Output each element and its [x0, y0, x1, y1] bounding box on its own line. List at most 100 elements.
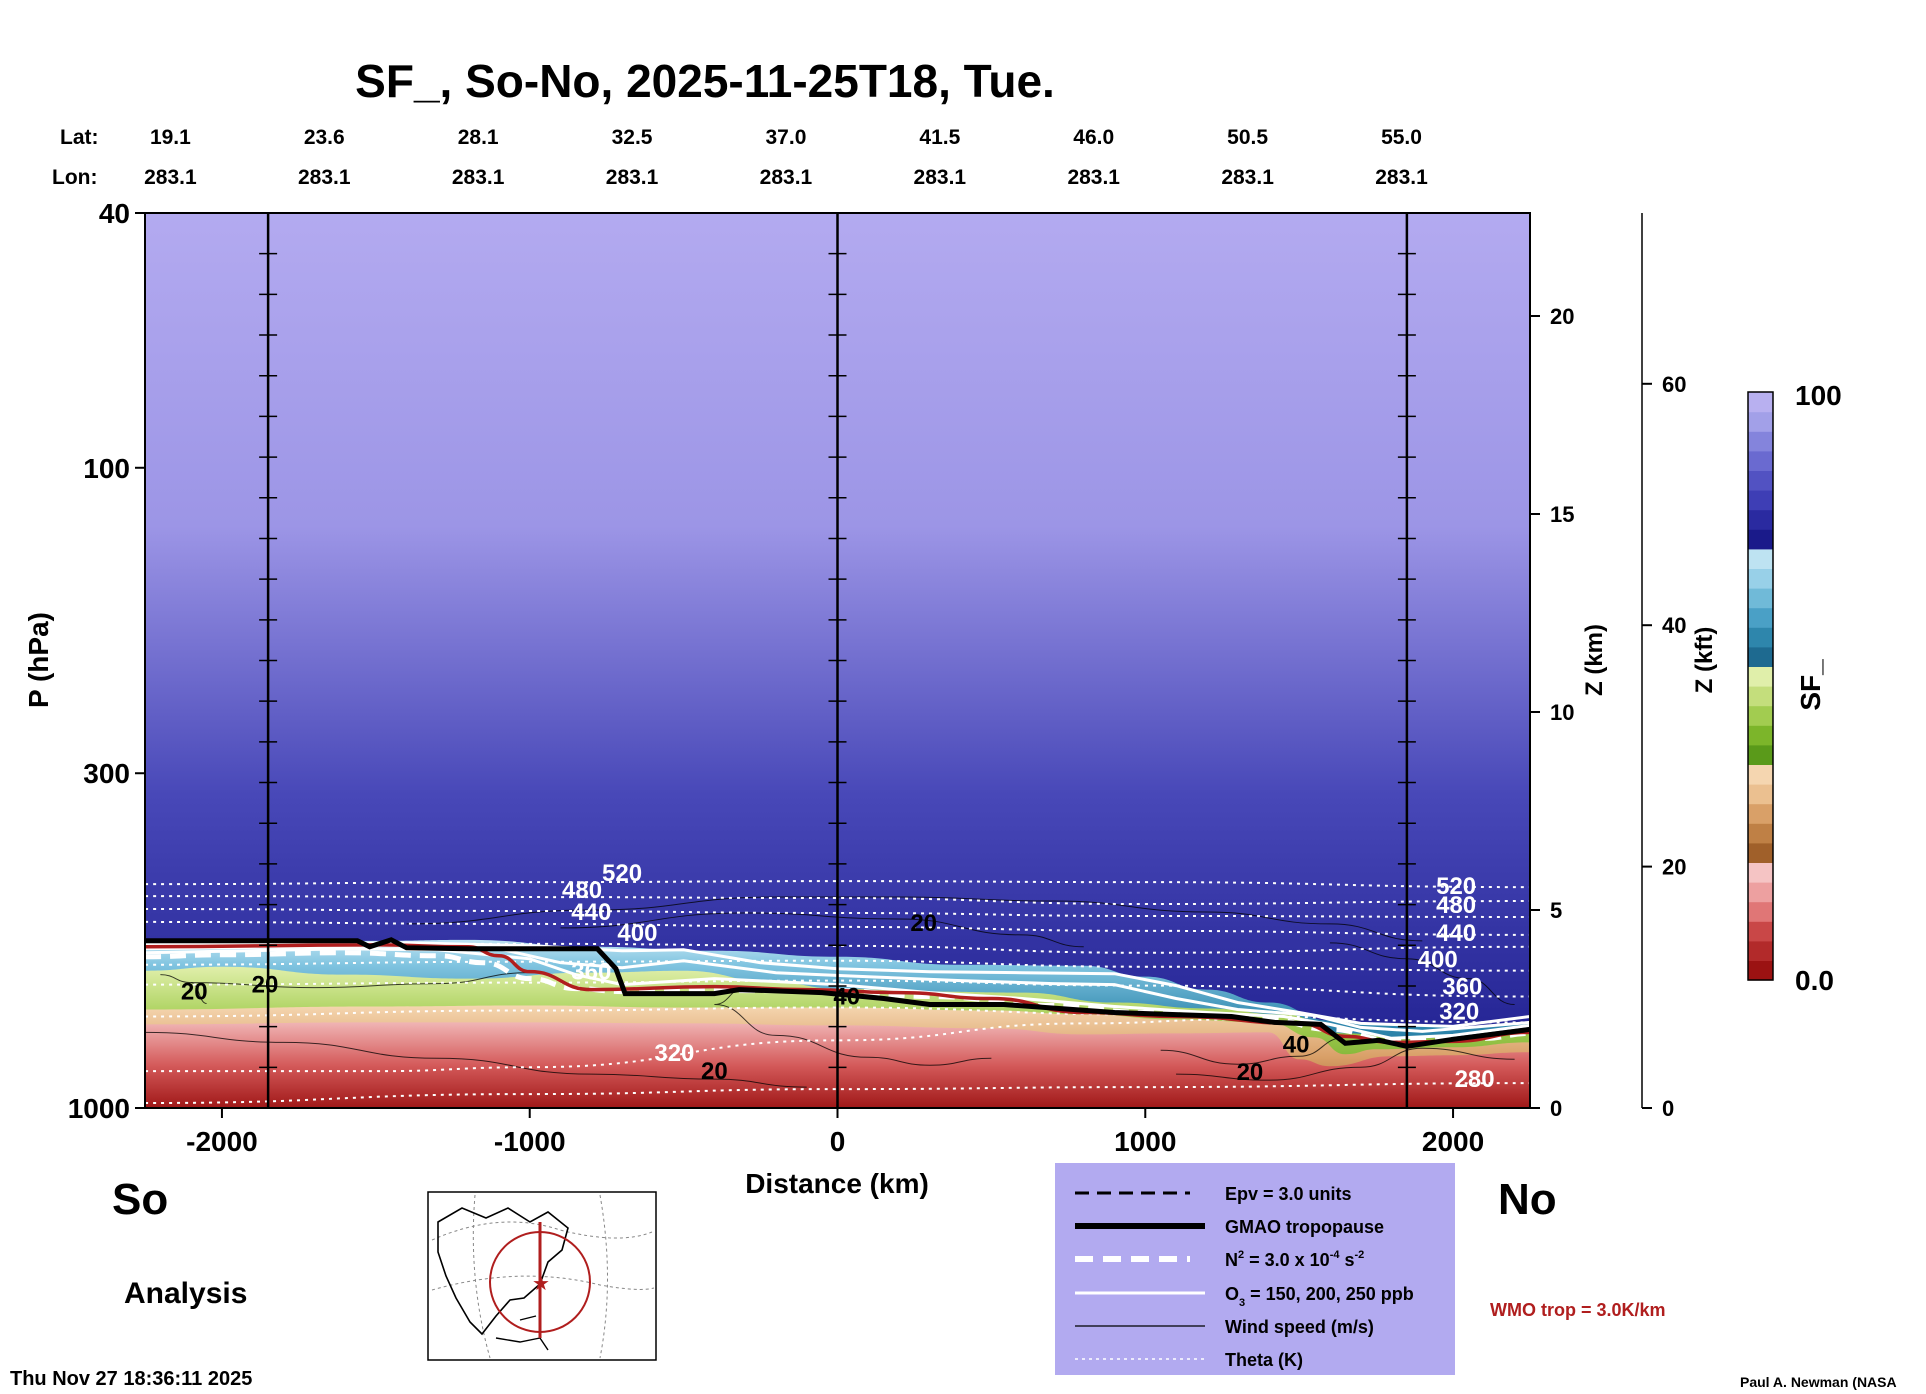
station-lat-7: 50.5	[1227, 126, 1268, 149]
zkft-tick-label-2: 40	[1662, 613, 1686, 638]
locator-star: ★	[532, 1273, 550, 1295]
station-lon-8: 283.1	[1375, 166, 1428, 189]
wind-label-2: 20	[181, 979, 208, 1006]
station-labels: 19.1 283.1 23.6 283.1 28.1 283.1 32.5 283.1 37.0…	[144, 126, 1428, 189]
legend-gmao: GMAO tropopause	[1225, 1217, 1384, 1237]
y-tick-label-0: 40	[99, 198, 130, 229]
credit-label: Paul A. Newman (NASA	[1740, 1374, 1897, 1390]
y-axis-label: P (hPa)	[23, 612, 54, 708]
station-lon-4: 283.1	[760, 166, 813, 189]
n2-contour	[145, 950, 1530, 1043]
theta-label-6: 520	[1436, 873, 1476, 900]
wind-label-4: 40	[1283, 1031, 1310, 1058]
colorbar-frame	[1747, 391, 1774, 981]
colorbar-swatch-23	[1748, 509, 1773, 530]
zkft-tick-label-3: 60	[1662, 372, 1686, 397]
station-lat-1: 23.6	[304, 126, 345, 149]
south-label: So	[112, 1175, 168, 1224]
z-kft-axis-label: Z (kft)	[1691, 627, 1718, 694]
colorbar-swatch-10	[1748, 764, 1773, 785]
colorbar-swatch-24	[1748, 490, 1773, 511]
y-tick-label-3: 1000	[68, 1093, 130, 1124]
colorbar-title: SF_	[1795, 659, 1826, 711]
colorbar-swatch-18	[1748, 607, 1773, 628]
theta-label-11: 320	[1439, 998, 1479, 1025]
theta-label-5: 320	[654, 1040, 694, 1067]
x-tick-label-3: 1000	[1114, 1126, 1176, 1157]
colorbar-swatch-21	[1748, 548, 1773, 569]
legend-n2: N2 = 3.0 x 10-4 s-2	[1225, 1249, 1364, 1270]
z-kft-axis: 0 20 40 60	[1642, 372, 1686, 1121]
theta-label-0: 520	[602, 860, 642, 887]
lat-row-label: Lat:	[60, 126, 99, 149]
station-lat-2: 28.1	[458, 126, 499, 149]
colorbar-swatch-29	[1748, 392, 1773, 413]
x-axis: -2000 -1000 0 1000 2000	[186, 1108, 1484, 1157]
chart-title: SF_, So-No, 2025-11-25T18, Tue.	[355, 55, 1055, 107]
colorbar-swatch-4	[1748, 882, 1773, 903]
station-lon-7: 283.1	[1221, 166, 1274, 189]
colorbar-swatch-2	[1748, 921, 1773, 942]
theta-label-2: 440	[571, 899, 611, 926]
station-lat-6: 46.0	[1073, 126, 1114, 149]
theta-label-12: 280	[1455, 1066, 1495, 1093]
y-tick-label-2: 300	[83, 758, 130, 789]
theta-label-7: 480	[1436, 892, 1476, 919]
colorbar-swatch-11	[1748, 744, 1773, 765]
wind-label-5: 20	[701, 1058, 728, 1085]
zkft-tick-label-0: 0	[1662, 1096, 1674, 1121]
station-lon-1: 283.1	[298, 166, 351, 189]
colorbar-swatch-22	[1748, 529, 1773, 550]
colorbar-swatch-13	[1748, 705, 1773, 726]
wmo-trop-label: WMO trop = 3.0K/km	[1490, 1300, 1666, 1320]
theta-contour-8	[145, 1018, 1238, 1073]
wind-contour-3	[160, 974, 207, 1005]
wind-contour-7	[1176, 1047, 1515, 1081]
colorbar-swatch-16	[1748, 646, 1773, 667]
colorbar-swatch-1	[1748, 940, 1773, 961]
station-lat-8: 55.0	[1381, 126, 1422, 149]
station-lon-2: 283.1	[452, 166, 505, 189]
theta-contours	[145, 880, 1530, 1105]
colorbar-swatch-0	[1748, 960, 1773, 981]
analysis-label: Analysis	[124, 1277, 247, 1310]
x-tick-label-0: -2000	[186, 1126, 258, 1157]
zkm-tick-label-4: 20	[1550, 304, 1574, 329]
colorbar-swatch-14	[1748, 686, 1773, 707]
lon-row-label: Lon:	[52, 166, 97, 189]
legend: Epv = 3.0 units GMAO tropopause N2 = 3.0…	[1055, 1163, 1455, 1375]
colorbar-max-label: 100	[1795, 380, 1842, 411]
station-lat-5: 41.5	[919, 126, 960, 149]
colorbar-swatch-6	[1748, 842, 1773, 863]
colorbar-swatch-17	[1748, 627, 1773, 648]
theta-label-9: 400	[1418, 947, 1458, 974]
wind-label-1: 20	[252, 972, 279, 999]
wind-label-6: 20	[1237, 1059, 1264, 1086]
wind-contour-6	[1160, 1036, 1346, 1065]
theta-label-8: 440	[1436, 920, 1476, 947]
colorbar-swatch-26	[1748, 450, 1773, 471]
colorbar-swatch-12	[1748, 725, 1773, 746]
colorbar-swatch-3	[1748, 901, 1773, 922]
zkft-tick-label-1: 20	[1662, 855, 1686, 880]
z-km-axis-label: Z (km)	[1581, 624, 1608, 696]
legend-wind: Wind speed (m/s)	[1225, 1317, 1374, 1337]
x-tick-label-4: 2000	[1422, 1126, 1484, 1157]
station-lat-4: 37.0	[766, 126, 807, 149]
gmao-tropopause-line	[145, 937, 1530, 1049]
theta-label-1: 480	[562, 877, 602, 904]
y-tick-label-1: 100	[83, 453, 130, 484]
y-axis: 40 100 300 1000	[68, 198, 145, 1124]
colorbar-swatch-19	[1748, 588, 1773, 609]
zkm-tick-label-2: 10	[1550, 700, 1574, 725]
theta-label-4: 360	[571, 959, 611, 986]
colorbar-swatch-15	[1748, 666, 1773, 687]
legend-theta: Theta (K)	[1225, 1350, 1303, 1370]
station-lat-3: 32.5	[612, 126, 653, 149]
wind-contour-0	[406, 896, 1423, 942]
vertical-profile-lines	[259, 212, 1416, 1109]
station-lat-0: 19.1	[150, 126, 191, 149]
colorbar-swatch-5	[1748, 862, 1773, 883]
